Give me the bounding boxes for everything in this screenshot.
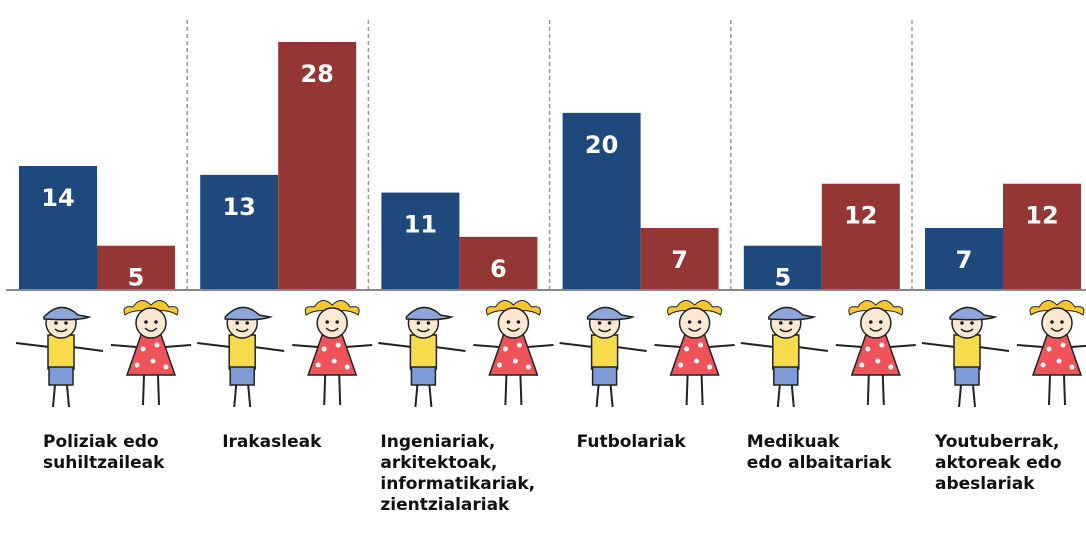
bar: [640, 228, 719, 290]
boy-icon: [921, 306, 1010, 408]
girl-icon: [653, 299, 736, 406]
bar: [19, 166, 97, 290]
girl-icon: [110, 299, 192, 406]
bar: [1003, 183, 1081, 290]
value-label: 20: [585, 131, 618, 159]
bar: [925, 228, 1003, 290]
bar: [459, 236, 538, 290]
girl-icon: [834, 299, 917, 406]
bar: [821, 183, 900, 290]
bar: [381, 192, 460, 290]
category-label: Poliziak edo suhiltzaileak: [43, 432, 165, 473]
girl-icon: [1016, 299, 1086, 406]
boy-icon: [15, 306, 104, 408]
bar: [97, 245, 175, 290]
boy-icon: [558, 306, 648, 408]
value-label: 5: [774, 264, 791, 292]
bar: [562, 112, 641, 290]
category-label: Youtuberrak, aktoreak edo abeslariak: [935, 432, 1062, 494]
value-label: 12: [844, 202, 877, 230]
bar: [278, 42, 357, 290]
boy-icon: [196, 306, 286, 408]
category-label: Futbolariak: [576, 432, 686, 452]
bar: [743, 245, 822, 290]
value-label: 13: [222, 193, 255, 221]
category-label: Irakasleak: [222, 432, 322, 452]
girl-icon: [291, 299, 374, 406]
value-label: 6: [490, 255, 507, 283]
boy-icon: [739, 306, 829, 408]
value-label: 12: [1025, 202, 1058, 230]
bar: [200, 174, 279, 290]
girl-icon: [472, 299, 555, 406]
value-label: 5: [128, 264, 145, 292]
boy-icon: [377, 306, 467, 408]
value-label: 11: [404, 211, 437, 239]
value-label: 7: [671, 246, 688, 274]
category-label: Ingeniariak, arkitektoak, informatikaria…: [380, 432, 536, 515]
value-label: 7: [956, 246, 973, 274]
category-label: Medikuak edo albaitariak: [746, 432, 892, 473]
value-label: 14: [41, 184, 74, 212]
value-label: 28: [300, 60, 333, 88]
